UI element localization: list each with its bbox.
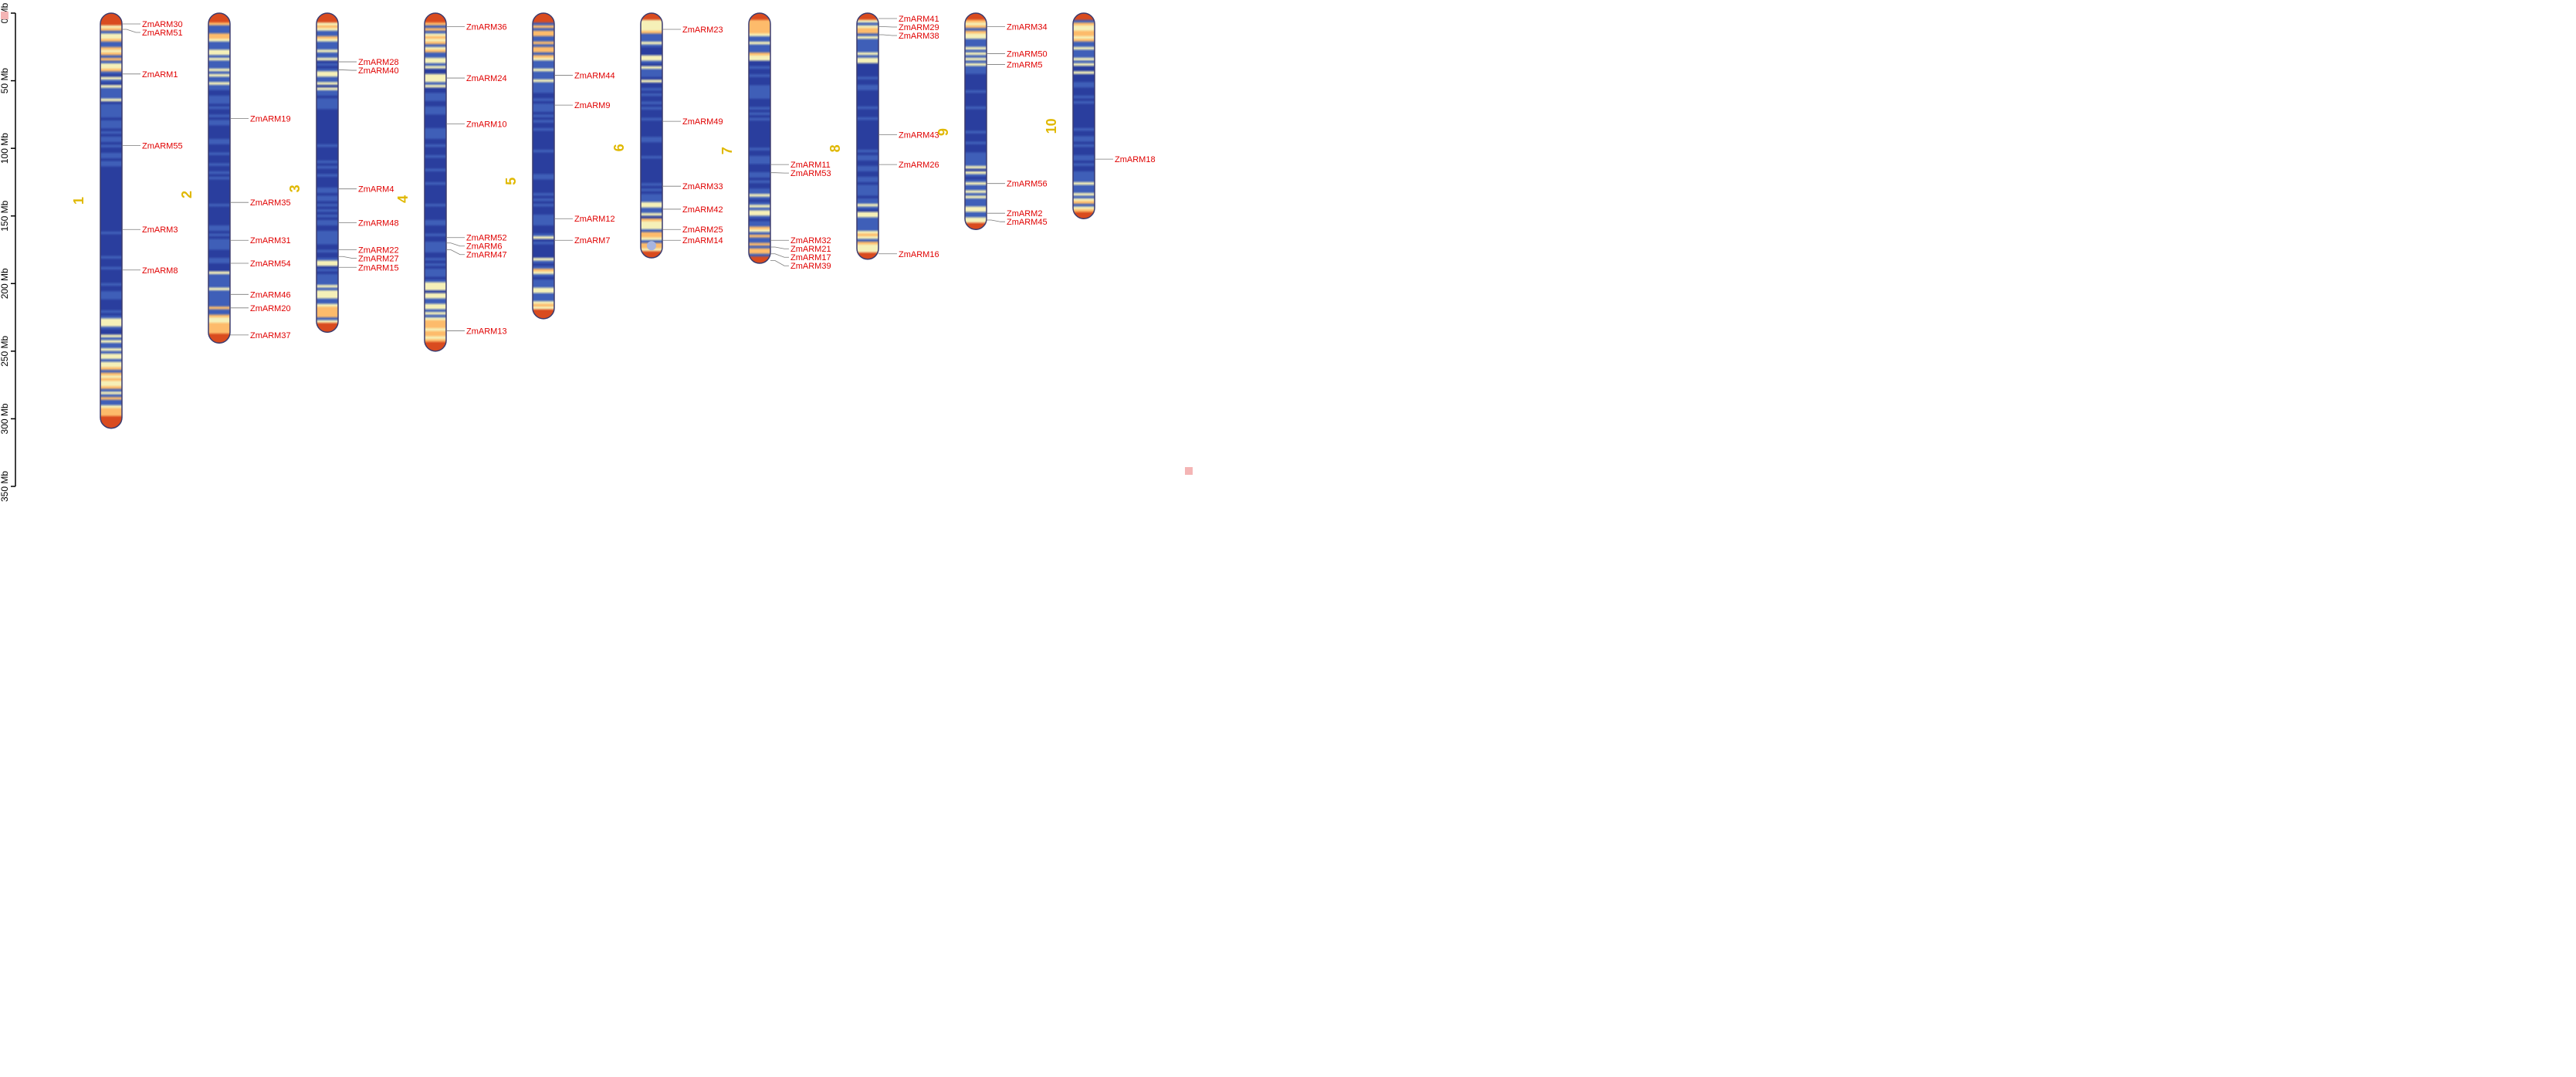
chromosome-1: 1ZmARM30ZmARM51ZmARM1ZmARM55ZmARM3ZmARM8 (71, 13, 183, 428)
chromosome-map: 0 Mb50 Mb100 Mb150 Mb200 Mb250 Mb300 Mb3… (0, 0, 1204, 503)
gene-label: ZmARM46 (250, 290, 291, 300)
gene-label: ZmARM27 (358, 255, 399, 264)
gene-label: ZmARM43 (899, 131, 939, 141)
axis-tick-label: 350 Mb (0, 471, 10, 502)
gene-label: ZmARM40 (358, 66, 399, 76)
gene-label: ZmARM33 (682, 182, 723, 191)
chromosome-label: 6 (611, 144, 627, 151)
gene-label: ZmARM34 (1007, 23, 1048, 32)
chromosome-label: 7 (719, 147, 735, 154)
gene-leader (987, 220, 1005, 222)
gene-label: ZmARM15 (358, 263, 399, 273)
gene-label: ZmARM36 (466, 23, 507, 32)
centromere-marker (647, 241, 656, 250)
gene-label: ZmARM55 (142, 142, 183, 151)
gene-leader (770, 261, 789, 266)
gene-label: ZmARM26 (899, 161, 939, 170)
chromosome-2: 2 ZmARM19 ZmARM35 ZmARM31 ZmARM54 ZmARM46 ZmAR… (179, 13, 291, 343)
gene-label: ZmARM10 (466, 120, 507, 130)
chromosome-6: 6 ZmARM23 ZmARM49 ZmARM33 ZmARM42 ZmARM25ZmAR… (611, 13, 723, 258)
gene-leader (878, 35, 897, 36)
chromosome-label: 5 (503, 178, 519, 185)
gene-label: ZmARM4 (358, 185, 394, 195)
chromosome-bar (965, 13, 987, 229)
chromosome-bar (641, 13, 662, 258)
chromosome-bar (100, 13, 122, 428)
gene-label: ZmARM14 (682, 236, 723, 246)
axis-tick-label: 100 Mb (0, 133, 10, 164)
gene-leader (446, 250, 465, 255)
gene-label: ZmARM25 (682, 225, 723, 235)
chromosome-10: 10 ZmARM18 (1044, 13, 1156, 218)
chromosome-bar (857, 13, 878, 259)
chromosome-label: 9 (936, 128, 951, 136)
gene-label: ZmARM3 (142, 225, 178, 235)
chromosome-label: 1 (71, 197, 86, 205)
gene-label: ZmARM45 (1007, 218, 1048, 227)
axis-tick-label: 200 Mb (0, 268, 10, 299)
gene-label: ZmARM8 (142, 266, 178, 276)
axis-tick-label: 300 Mb (0, 403, 10, 434)
chromosome-label: 8 (828, 144, 843, 152)
gene-label: ZmARM24 (466, 74, 507, 83)
marker-square (1185, 467, 1193, 475)
gene-leader (446, 243, 465, 246)
gene-label: ZmARM19 (250, 115, 291, 124)
gene-label: ZmARM39 (790, 262, 831, 271)
chromosome-5: 5 ZmARM44 ZmARM9 ZmARM12 ZmARM7 (503, 13, 615, 319)
gene-label: ZmARM35 (250, 198, 291, 208)
chromosome-label: 10 (1044, 118, 1059, 134)
gene-leader (122, 29, 140, 32)
chromosome-bar (316, 13, 338, 332)
gene-leader (770, 254, 789, 257)
gene-label: ZmARM5 (1007, 61, 1042, 70)
gene-label: ZmARM23 (682, 25, 723, 35)
axis-tick-label: 50 Mb (0, 68, 10, 94)
gene-label: ZmARM1 (142, 70, 178, 80)
chromosome-4: 4ZmARM36ZmARM24ZmARM10ZmARM52ZmARM6ZmARM… (395, 13, 507, 351)
gene-label: ZmARM9 (574, 101, 610, 110)
gene-label: ZmARM53 (790, 169, 831, 178)
gene-label: ZmARM54 (250, 259, 291, 269)
chromosome-bar (425, 13, 446, 351)
gene-label: ZmARM44 (574, 72, 615, 81)
chromosome-3: 3ZmARM28ZmARM40ZmARM4ZmARM48ZmARM22ZmARM… (287, 13, 399, 332)
gene-label: ZmARM16 (899, 250, 939, 259)
gene-leader (338, 256, 357, 258)
gene-label: ZmARM47 (466, 251, 507, 260)
gene-leader (770, 247, 789, 249)
gene-label: ZmARM18 (1115, 155, 1156, 164)
gene-label: ZmARM51 (142, 29, 183, 38)
chromosome-bar (533, 13, 554, 319)
marker-square (1, 12, 8, 19)
chromosome-bar (1073, 13, 1095, 218)
gene-label: ZmARM50 (1007, 50, 1048, 59)
gene-label: ZmARM42 (682, 205, 723, 215)
gene-label: ZmARM49 (682, 117, 723, 127)
gene-label: ZmARM7 (574, 236, 610, 246)
chromosome-label: 2 (179, 191, 195, 198)
gene-label: ZmARM37 (250, 331, 291, 340)
gene-label: ZmARM31 (250, 236, 291, 246)
gene-label: ZmARM20 (250, 304, 291, 313)
chromosome-bar (208, 13, 230, 343)
chromosome-8: 8ZmARM41ZmARM29ZmARM38ZmARM43ZmARM26ZmAR… (828, 13, 939, 259)
gene-label: ZmARM38 (899, 32, 939, 41)
gene-label: ZmARM13 (466, 327, 507, 337)
axis-tick-label: 150 Mb (0, 200, 10, 231)
chromosome-label: 4 (395, 195, 411, 203)
gene-label: ZmARM48 (358, 218, 399, 228)
chromosome-7: 7ZmARM11ZmARM53ZmARM32ZmARM21ZmARM17ZmAR… (719, 13, 831, 271)
chromosome-label: 3 (287, 185, 303, 192)
axis-tick-label: 250 Mb (0, 336, 10, 367)
gene-label: ZmARM12 (574, 215, 615, 224)
gene-label: ZmARM56 (1007, 180, 1048, 189)
chromosome-bar (749, 13, 770, 263)
chromosome-9: 9ZmARM34ZmARM50ZmARM5ZmARM56ZmARM2ZmARM4… (936, 13, 1048, 229)
